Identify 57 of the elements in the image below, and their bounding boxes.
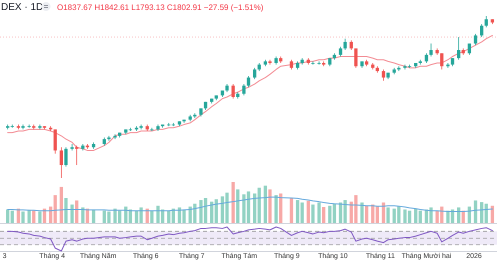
- bar: [403, 209, 407, 223]
- bar: [242, 194, 246, 223]
- candlestick: [60, 146, 64, 178]
- candlestick: [290, 59, 294, 70]
- candlestick: [474, 33, 478, 46]
- candlestick: [408, 64, 412, 68]
- bar: [75, 200, 78, 223]
- bar: [32, 210, 36, 223]
- candlestick: [350, 40, 353, 50]
- bar: [139, 207, 143, 223]
- candlestick: [54, 129, 57, 154]
- candlestick: [75, 145, 78, 166]
- bar: [457, 207, 460, 223]
- candlestick: [232, 84, 235, 100]
- candlestick: [440, 52, 444, 70]
- bar: [21, 212, 25, 223]
- candlestick: [424, 52, 428, 64]
- bar: [81, 207, 84, 223]
- bar: [118, 210, 122, 223]
- bar: [290, 198, 294, 223]
- candlestick: [429, 43, 433, 57]
- candlestick: [27, 124, 31, 128]
- chart-subtitle: O1837.67 H1842.61 L1793.13 C1802.91 −27.59 (−1.51%): [57, 3, 264, 12]
- bar: [232, 182, 235, 223]
- bar: [279, 193, 282, 223]
- candlestick: [382, 69, 386, 82]
- candlestick: [480, 24, 484, 38]
- bar: [462, 210, 465, 223]
- bar: [27, 210, 31, 223]
- candlestick: [468, 43, 472, 56]
- candlestick: [484, 16, 488, 28]
- candlestick: [242, 84, 246, 96]
- bar: [386, 207, 390, 223]
- bar: [322, 207, 326, 223]
- candlestick: [457, 36, 460, 60]
- bar: [306, 200, 310, 223]
- bar: [60, 186, 64, 223]
- bar: [364, 206, 368, 223]
- bar: [264, 186, 268, 223]
- bar: [317, 202, 321, 223]
- candlestick: [343, 38, 347, 50]
- bar: [274, 195, 278, 223]
- bar: [468, 206, 472, 223]
- candlestick: [354, 48, 358, 68]
- candlestick: [338, 46, 342, 57]
- bar: [236, 189, 240, 223]
- bar: [490, 206, 494, 223]
- bar: [146, 208, 149, 223]
- bar: [38, 212, 42, 223]
- candlestick: [252, 67, 256, 80]
- candlestick: [64, 146, 68, 168]
- candlestick: [246, 76, 250, 88]
- bar: [311, 204, 315, 223]
- bar: [343, 200, 347, 223]
- bar: [150, 210, 154, 223]
- bar: [408, 210, 412, 223]
- bar: [160, 209, 164, 223]
